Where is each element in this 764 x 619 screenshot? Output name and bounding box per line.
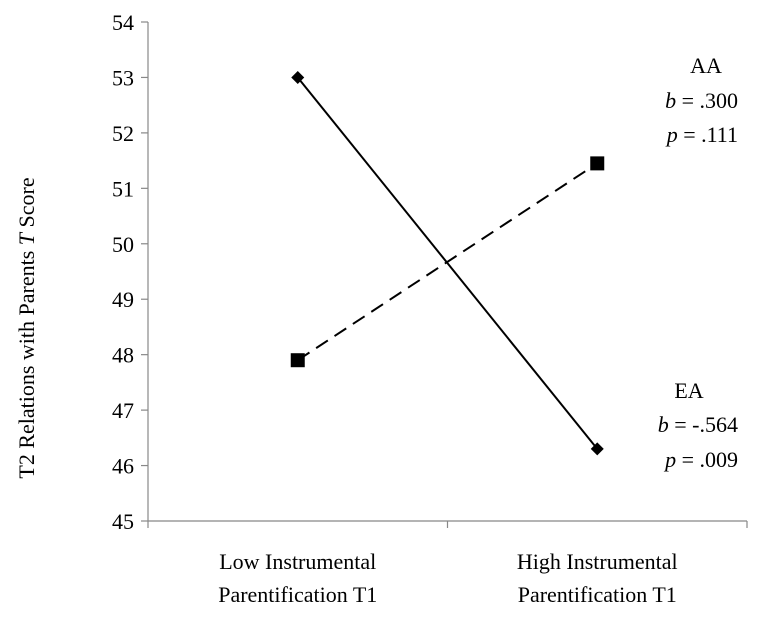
annotation-aa-p: p = .111 bbox=[665, 122, 738, 147]
y-tick-label: 54 bbox=[112, 10, 134, 35]
x-category-label: High Instrumental Parentification T1 bbox=[517, 549, 678, 607]
annotation-aa: AA b = .300 p = .111 bbox=[665, 53, 738, 147]
y-tick-label: 47 bbox=[112, 398, 134, 423]
annotation-aa-group: AA bbox=[690, 53, 722, 78]
annotation-ea-b: b = -.564 bbox=[658, 412, 738, 437]
y-tick-label: 45 bbox=[112, 509, 134, 534]
series-point-square bbox=[590, 156, 605, 171]
x-category-label: Low Instrumental Parentification T1 bbox=[218, 549, 377, 607]
series-group bbox=[290, 70, 605, 456]
annotation-ea-p: p = .009 bbox=[663, 447, 738, 472]
annotation-aa-b: b = .300 bbox=[665, 88, 738, 113]
series-point-square bbox=[290, 353, 305, 368]
series-line-1 bbox=[296, 76, 599, 450]
y-tick-labels: 45 46 47 48 49 50 51 52 53 54 bbox=[112, 10, 134, 534]
y-tick-label: 53 bbox=[112, 65, 134, 90]
y-tick-label: 52 bbox=[112, 121, 134, 146]
axes bbox=[141, 21, 748, 528]
y-tick-label: 50 bbox=[112, 232, 134, 257]
y-tick-label: 49 bbox=[112, 287, 134, 312]
series-point-diamond bbox=[291, 70, 305, 84]
y-tick-label: 51 bbox=[112, 176, 134, 201]
annotation-ea-group: EA bbox=[674, 378, 703, 403]
y-tick-label: 46 bbox=[112, 454, 134, 479]
annotation-ea: EA b = -.564 p = .009 bbox=[658, 378, 738, 472]
y-tick-label: 48 bbox=[112, 343, 134, 368]
series-line-2 bbox=[297, 162, 598, 362]
y-axis-label: T2 Relations with Parents T Score bbox=[14, 177, 39, 478]
x-category-labels: Low Instrumental Parentification T1 High I… bbox=[218, 549, 677, 607]
series-point-diamond bbox=[590, 442, 604, 456]
